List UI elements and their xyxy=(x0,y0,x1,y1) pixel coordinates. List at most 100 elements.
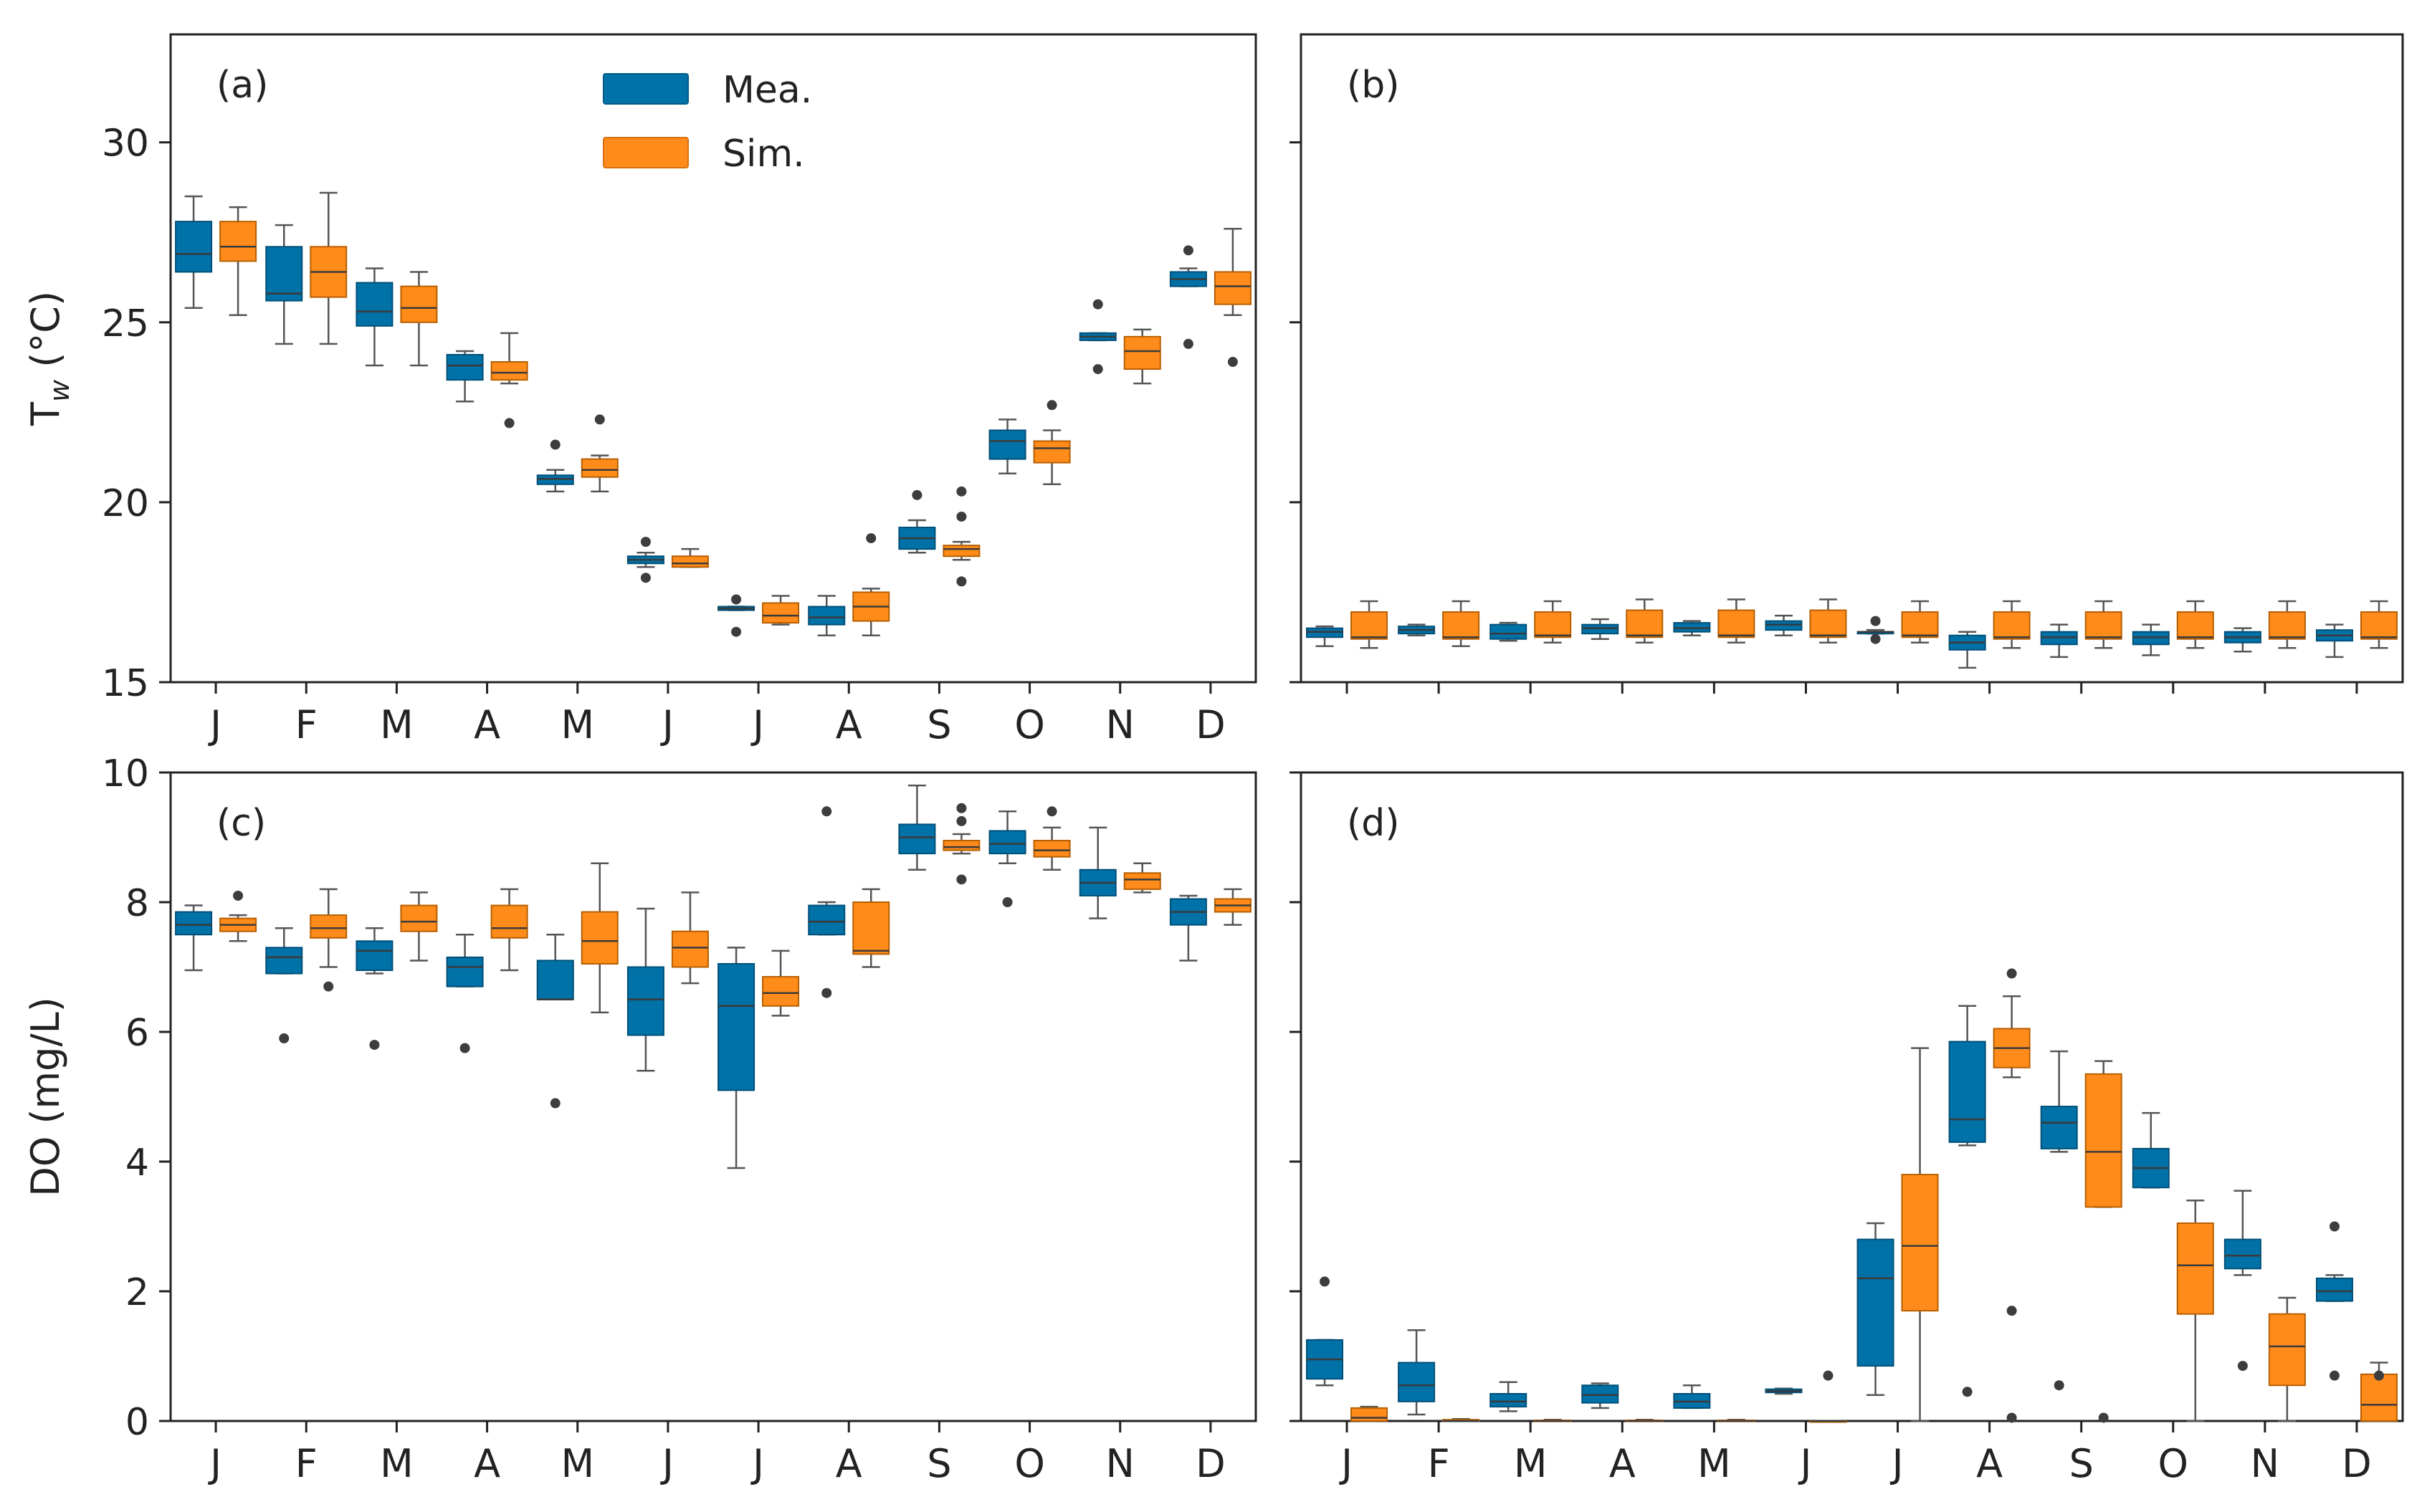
x-tick-label: J xyxy=(1339,1441,1353,1486)
y-axis-label-main: DO (mg/L) xyxy=(23,997,68,1197)
box-measured-s9 xyxy=(898,784,936,871)
x-tick-label: J xyxy=(208,702,221,747)
box-outlier xyxy=(2006,1306,2017,1316)
box-measured-d12 xyxy=(1169,894,1207,962)
plot-frame xyxy=(1300,33,2404,684)
box-iqr xyxy=(446,956,484,987)
y-tick-label: 2 xyxy=(125,1271,149,1314)
box-iqr xyxy=(175,911,213,936)
box-iqr xyxy=(2268,1313,2306,1387)
x-tick-label: S xyxy=(927,702,951,747)
box-outlier xyxy=(1823,1370,1834,1381)
box-outlier xyxy=(369,1040,380,1051)
legend-swatch-simulated xyxy=(603,137,689,168)
box-measured-m5 xyxy=(536,934,574,1109)
box-outlier xyxy=(640,537,651,547)
box-iqr xyxy=(1033,440,1071,464)
box-iqr xyxy=(1717,609,1755,638)
box-iqr xyxy=(717,962,755,1091)
box-outlier xyxy=(323,981,334,992)
box-simulated-f2 xyxy=(310,888,348,992)
y-axis-label-main: T xyxy=(23,401,68,426)
box-simulated-f2 xyxy=(310,191,348,345)
box-outlier xyxy=(640,573,651,583)
box-simulated-d12 xyxy=(1214,888,1251,926)
box-iqr xyxy=(265,947,303,975)
box-simulated-f2 xyxy=(1442,600,1480,648)
box-outlier xyxy=(956,486,967,497)
box-outlier xyxy=(731,626,742,637)
box-simulated-a4 xyxy=(490,888,528,972)
box-iqr xyxy=(808,904,846,936)
box-iqr xyxy=(671,930,709,968)
box-iqr xyxy=(762,602,800,624)
box-measured-n11 xyxy=(1079,826,1117,919)
y-axis-label: DO (mg/L) xyxy=(23,997,68,1197)
x-tick-label: M xyxy=(380,1441,414,1486)
box-iqr xyxy=(490,904,528,939)
box-simulated-o10 xyxy=(1033,400,1071,486)
box-outlier xyxy=(550,1098,561,1109)
y-tick-label: 10 xyxy=(102,752,149,795)
box-iqr xyxy=(1765,620,1803,631)
box-measured-j6 xyxy=(626,907,664,1072)
box-measured-j1 xyxy=(1306,1276,1344,1387)
panel-label: (a) xyxy=(216,64,268,107)
box-simulated-m3 xyxy=(400,891,438,962)
x-tick-label: A xyxy=(1976,1441,2003,1486)
box-iqr xyxy=(943,545,981,558)
box-iqr xyxy=(446,353,484,381)
box-simulated-m5 xyxy=(1717,1418,1755,1422)
box-measured-f2 xyxy=(1398,623,1436,636)
x-tick-label: A xyxy=(836,1441,862,1486)
y-tick-label: 6 xyxy=(125,1012,149,1055)
box-iqr xyxy=(1306,627,1344,638)
box-iqr xyxy=(219,221,257,262)
x-tick-label: M xyxy=(380,702,414,747)
x-tick-label: M xyxy=(561,1441,594,1486)
box-outlier xyxy=(2237,1361,2248,1372)
panel-label: (b) xyxy=(1347,64,1400,107)
box-iqr xyxy=(2176,611,2214,640)
x-tick-label: J xyxy=(1798,1441,1811,1486)
box-iqr xyxy=(2223,1238,2261,1270)
box-measured-m3 xyxy=(1489,1381,1527,1412)
box-simulated-j1 xyxy=(1350,1405,1388,1422)
box-iqr xyxy=(1350,1407,1388,1422)
box-measured-n11 xyxy=(2223,1190,2261,1372)
box-iqr xyxy=(2132,631,2170,646)
x-tick-label: J xyxy=(660,702,674,747)
box-iqr xyxy=(988,429,1026,460)
box-measured-j6 xyxy=(626,537,664,583)
box-simulated-a8 xyxy=(1993,968,2031,1423)
box-outlier xyxy=(1183,245,1193,256)
x-tick-label: J xyxy=(750,1441,764,1486)
box-iqr xyxy=(1993,611,2031,640)
panel-label: (d) xyxy=(1347,802,1400,845)
box-iqr xyxy=(1581,1384,1619,1404)
panel-label: (c) xyxy=(216,802,266,845)
box-iqr xyxy=(490,361,528,381)
box-iqr xyxy=(2268,611,2306,640)
box-measured-j7 xyxy=(1856,616,1894,644)
box-outlier xyxy=(233,890,244,901)
box-outlier xyxy=(2098,1412,2109,1423)
panel-a: 15 20 25 30 J F M A M J J A S O N D (a) Tw (°C) xyxy=(23,33,1257,747)
box-simulated-j1 xyxy=(1350,600,1388,649)
box-simulated-j1 xyxy=(219,890,257,942)
box-measured-o10 xyxy=(988,810,1026,907)
box-iqr xyxy=(356,940,394,972)
box-iqr xyxy=(581,911,619,965)
box-simulated-o10 xyxy=(1033,806,1071,871)
y-tick-label: 4 xyxy=(125,1142,149,1185)
box-iqr xyxy=(1948,1040,1986,1143)
box-iqr xyxy=(2360,611,2398,640)
box-simulated-m5 xyxy=(1717,598,1755,644)
x-tick-label: M xyxy=(1697,1441,1731,1486)
box-iqr xyxy=(1581,623,1619,635)
x-tick-label: F xyxy=(295,1441,318,1486)
box-measured-j7 xyxy=(717,947,755,1169)
box-measured-j7 xyxy=(1856,1222,1894,1397)
box-measured-j1 xyxy=(1306,625,1344,648)
box-measured-a4 xyxy=(1581,1382,1619,1410)
